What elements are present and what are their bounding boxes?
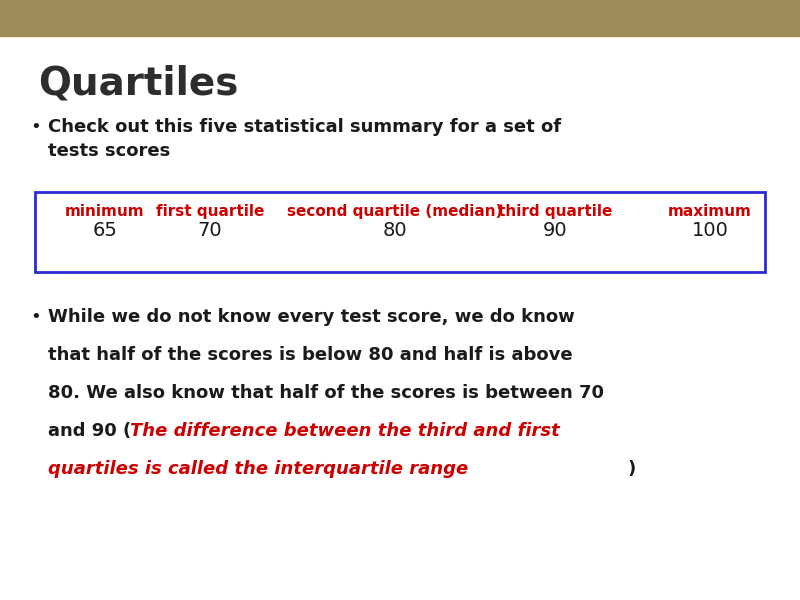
Text: 80: 80 — [382, 220, 407, 239]
Text: that half of the scores is below 80 and half is above: that half of the scores is below 80 and … — [48, 346, 573, 364]
Text: 100: 100 — [691, 220, 729, 239]
Text: 70: 70 — [198, 220, 222, 239]
Text: minimum: minimum — [65, 204, 145, 219]
Text: and 90 (: and 90 ( — [48, 422, 131, 440]
Text: ): ) — [628, 460, 636, 478]
Bar — [0, 0, 800, 36]
Text: second quartile (median): second quartile (median) — [287, 204, 502, 219]
Bar — [35, 192, 765, 272]
Text: 90: 90 — [542, 220, 567, 239]
Text: Check out this five statistical summary for a set of
tests scores: Check out this five statistical summary … — [48, 118, 561, 160]
Text: 65: 65 — [93, 220, 118, 239]
Text: 80. We also know that half of the scores is between 70: 80. We also know that half of the scores… — [48, 384, 604, 402]
Text: third quartile: third quartile — [498, 204, 612, 219]
Text: quartiles is called the interquartile range: quartiles is called the interquartile ra… — [48, 460, 468, 478]
Text: •: • — [30, 118, 41, 136]
Text: The difference between the third and first: The difference between the third and fir… — [130, 422, 560, 440]
Text: maximum: maximum — [668, 204, 752, 219]
Text: first quartile: first quartile — [156, 204, 264, 219]
Text: Quartiles: Quartiles — [38, 65, 238, 103]
Text: While we do not know every test score, we do know: While we do not know every test score, w… — [48, 308, 574, 326]
Text: •: • — [30, 308, 41, 326]
